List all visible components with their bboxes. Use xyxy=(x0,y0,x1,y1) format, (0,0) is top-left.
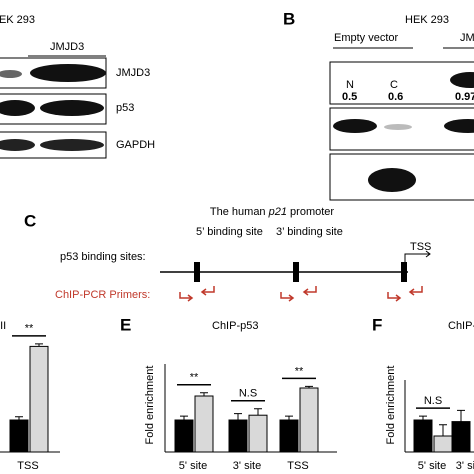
error-bar xyxy=(200,392,208,396)
sites-label: p53 binding sites: xyxy=(60,251,146,263)
site-label: 5’ binding site xyxy=(196,226,263,238)
x-tick-label: 5' site xyxy=(179,460,207,472)
ratio: 0.97 xyxy=(455,91,474,103)
band xyxy=(450,72,474,88)
band xyxy=(40,139,104,151)
bar xyxy=(9,419,29,453)
primers xyxy=(179,286,423,302)
significance-label: N.S xyxy=(239,388,257,400)
y-axis-label: Fold enrichment xyxy=(385,366,397,445)
x-tick-label: 5' site xyxy=(418,460,446,472)
cell-line: HEK 293 xyxy=(0,14,35,26)
error-bar xyxy=(457,409,465,422)
band xyxy=(0,70,22,78)
group-label: Empty vector xyxy=(334,32,399,44)
gene-name: p21 xyxy=(268,206,287,218)
error-bar xyxy=(419,415,427,420)
error-bar xyxy=(35,343,43,347)
bar xyxy=(451,421,471,453)
x-tick-label: 3' site xyxy=(456,460,474,472)
promoter-title: The human p21 promoter xyxy=(210,206,334,218)
bar xyxy=(279,419,299,453)
error-bar xyxy=(180,415,188,420)
binding-site xyxy=(293,262,299,282)
lane-label: C xyxy=(390,79,398,91)
bar xyxy=(433,435,453,453)
y-axis-label: Fold enrichment xyxy=(144,366,156,445)
significance-label: ** xyxy=(25,323,34,335)
panel-letter: F xyxy=(372,315,382,334)
group-label: JMJ xyxy=(460,32,474,44)
site-label: 3’ binding site xyxy=(276,226,343,238)
blot-label: GAPDH xyxy=(116,139,155,151)
x-tick-label: 3' site xyxy=(233,460,261,472)
error-bar xyxy=(439,424,447,436)
binding-site xyxy=(401,262,407,282)
error-bar xyxy=(305,385,313,388)
band xyxy=(333,119,377,133)
significance-label: ** xyxy=(295,365,304,377)
lane-label: N xyxy=(346,79,354,91)
band xyxy=(40,100,104,116)
x-tick-label: TSS xyxy=(17,460,38,472)
band xyxy=(444,119,474,133)
blot-label: JMJD3 xyxy=(116,67,150,79)
tss-arrow xyxy=(404,250,431,262)
chart-title: I II xyxy=(0,320,6,332)
panel-letter: E xyxy=(120,315,131,334)
bar xyxy=(413,419,433,453)
primers-label: ChIP-PCR Primers: xyxy=(55,289,150,301)
chart-title: ChIP-p53 xyxy=(212,320,258,332)
band xyxy=(0,139,35,151)
band xyxy=(30,64,106,82)
bar xyxy=(299,387,319,453)
band xyxy=(0,100,35,116)
error-bar xyxy=(285,415,293,420)
chart-title: ChIP- xyxy=(448,320,474,332)
tss-label: TSS xyxy=(410,241,431,253)
lane-label: JMJD3 xyxy=(50,41,84,53)
ratio: 0.6 xyxy=(388,91,403,103)
panel-letter: C xyxy=(24,211,36,230)
bar xyxy=(194,395,214,453)
band xyxy=(384,124,412,130)
significance-label: N.S xyxy=(424,395,442,407)
title-part: The human xyxy=(210,206,266,218)
significance-label: ** xyxy=(190,372,199,384)
bar xyxy=(228,419,248,453)
bar xyxy=(174,419,194,453)
cell-line: HEK 293 xyxy=(405,14,449,26)
error-bar xyxy=(254,408,262,416)
ratio: 0.5 xyxy=(342,91,357,103)
bar xyxy=(29,345,49,453)
blot-box xyxy=(329,61,474,105)
bar xyxy=(248,414,268,453)
x-tick-label: TSS xyxy=(287,460,308,472)
panel-letter: B xyxy=(283,9,295,28)
error-bar xyxy=(15,416,23,420)
band xyxy=(368,168,416,192)
blot-label: p53 xyxy=(116,102,134,114)
binding-site xyxy=(194,262,200,282)
title-part: promoter xyxy=(290,206,334,218)
error-bar xyxy=(234,413,242,420)
